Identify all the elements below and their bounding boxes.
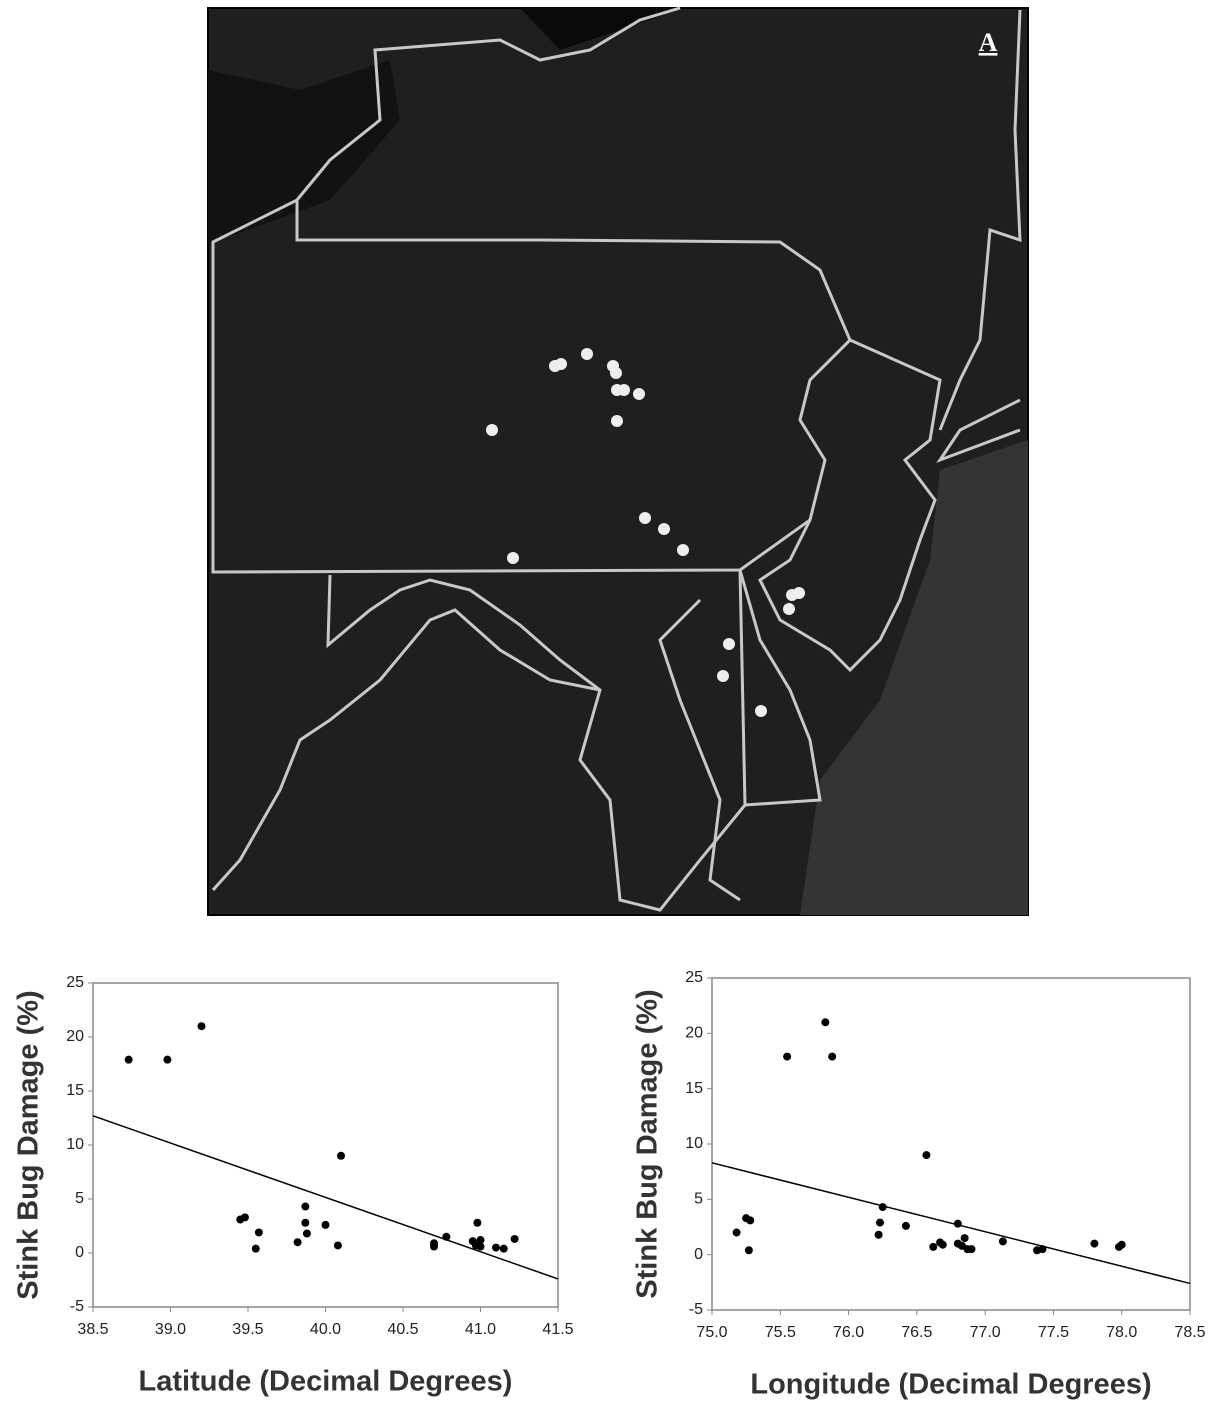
data-point	[1038, 1245, 1047, 1254]
data-point	[746, 1216, 755, 1225]
data-point	[828, 1052, 837, 1061]
data-point	[254, 1228, 263, 1237]
data-point	[901, 1221, 910, 1230]
y-tick-label: 25	[685, 969, 703, 986]
x-tick-label: 40.5	[387, 1321, 418, 1338]
data-point	[878, 1203, 887, 1212]
data-point	[240, 1213, 249, 1222]
data-point	[476, 1236, 485, 1245]
y-tick-label: 20	[685, 1025, 703, 1042]
panel-label: A	[979, 28, 998, 57]
data-point	[301, 1218, 310, 1227]
y-tick-label: 0	[75, 1244, 84, 1261]
y-tick-label: 5	[75, 1190, 84, 1207]
map: A	[207, 6, 1029, 916]
data-point	[1117, 1240, 1126, 1249]
x-axis-title: Latitude (Decimal Degrees)	[139, 1366, 513, 1398]
y-tick-label: 15	[685, 1080, 703, 1097]
x-tick-label: 75.5	[765, 1324, 796, 1341]
data-point	[333, 1241, 342, 1250]
x-tick-label: 78.0	[1106, 1324, 1137, 1341]
y-tick-label: 25	[66, 974, 84, 991]
plot-frame	[92, 982, 559, 1308]
data-point	[960, 1234, 969, 1243]
y-axis-title: Stink Bug Damage (%)	[13, 990, 45, 1299]
x-tick-label: 39.0	[155, 1321, 186, 1338]
data-point	[163, 1055, 172, 1064]
x-axis-title: Longitude (Decimal Degrees)	[750, 1369, 1151, 1401]
y-tick-label: -5	[689, 1301, 703, 1318]
data-point	[1090, 1239, 1099, 1248]
data-point	[744, 1246, 753, 1255]
data-point	[301, 1202, 310, 1211]
trend-line	[92, 1115, 559, 1280]
data-point	[874, 1230, 883, 1239]
y-tick-label: 15	[66, 1082, 84, 1099]
data-point	[510, 1234, 519, 1243]
x-tick-label: 38.5	[77, 1321, 108, 1338]
y-tick-label: 20	[66, 1028, 84, 1045]
plot-frame	[711, 977, 1191, 1311]
x-tick-label: 41.5	[542, 1321, 573, 1338]
data-point	[967, 1245, 976, 1254]
x-tick-label: 41.0	[465, 1321, 496, 1338]
data-point	[442, 1232, 451, 1241]
data-point	[321, 1220, 330, 1229]
x-tick-label: 77.5	[1038, 1324, 1069, 1341]
borders	[211, 6, 1022, 912]
data-point	[821, 1018, 830, 1027]
ocean	[800, 440, 1028, 915]
data-point	[293, 1238, 302, 1247]
y-tick-label: 10	[685, 1135, 703, 1152]
site-markers	[486, 348, 805, 717]
data-point	[473, 1218, 482, 1227]
data-point	[251, 1244, 260, 1253]
y-tick-label: 5	[694, 1191, 703, 1208]
lake	[208, 60, 400, 245]
data-point	[197, 1022, 206, 1031]
data-point	[875, 1218, 884, 1227]
data-point	[922, 1151, 931, 1160]
data-point	[929, 1242, 938, 1251]
data-point	[302, 1229, 311, 1238]
x-tick-label: 75.0	[696, 1324, 727, 1341]
data-point	[430, 1239, 438, 1248]
data-point	[492, 1243, 500, 1252]
x-tick-label: 77.0	[970, 1324, 1001, 1341]
trend-line	[711, 1162, 1191, 1285]
data-point	[337, 1151, 345, 1160]
x-tick-label: 40.0	[310, 1321, 341, 1338]
y-tick-label: 10	[66, 1136, 84, 1153]
x-tick-label: 76.5	[901, 1324, 932, 1341]
lake	[208, 8, 680, 50]
data-point	[476, 1242, 485, 1251]
x-tick-label: 78.5	[1174, 1324, 1205, 1341]
y-tick-label: 0	[694, 1246, 703, 1263]
x-tick-label: 76.0	[833, 1324, 864, 1341]
data-point	[124, 1055, 133, 1064]
data-point	[938, 1240, 947, 1249]
data-point	[998, 1237, 1007, 1246]
data-point	[499, 1244, 508, 1253]
x-tick-label: 39.5	[232, 1321, 263, 1338]
data-point	[953, 1219, 962, 1228]
y-axis-title: Stink Bug Damage (%)	[632, 989, 664, 1298]
data-point	[783, 1052, 792, 1061]
data-point	[732, 1228, 741, 1237]
y-tick-label: -5	[70, 1298, 84, 1315]
